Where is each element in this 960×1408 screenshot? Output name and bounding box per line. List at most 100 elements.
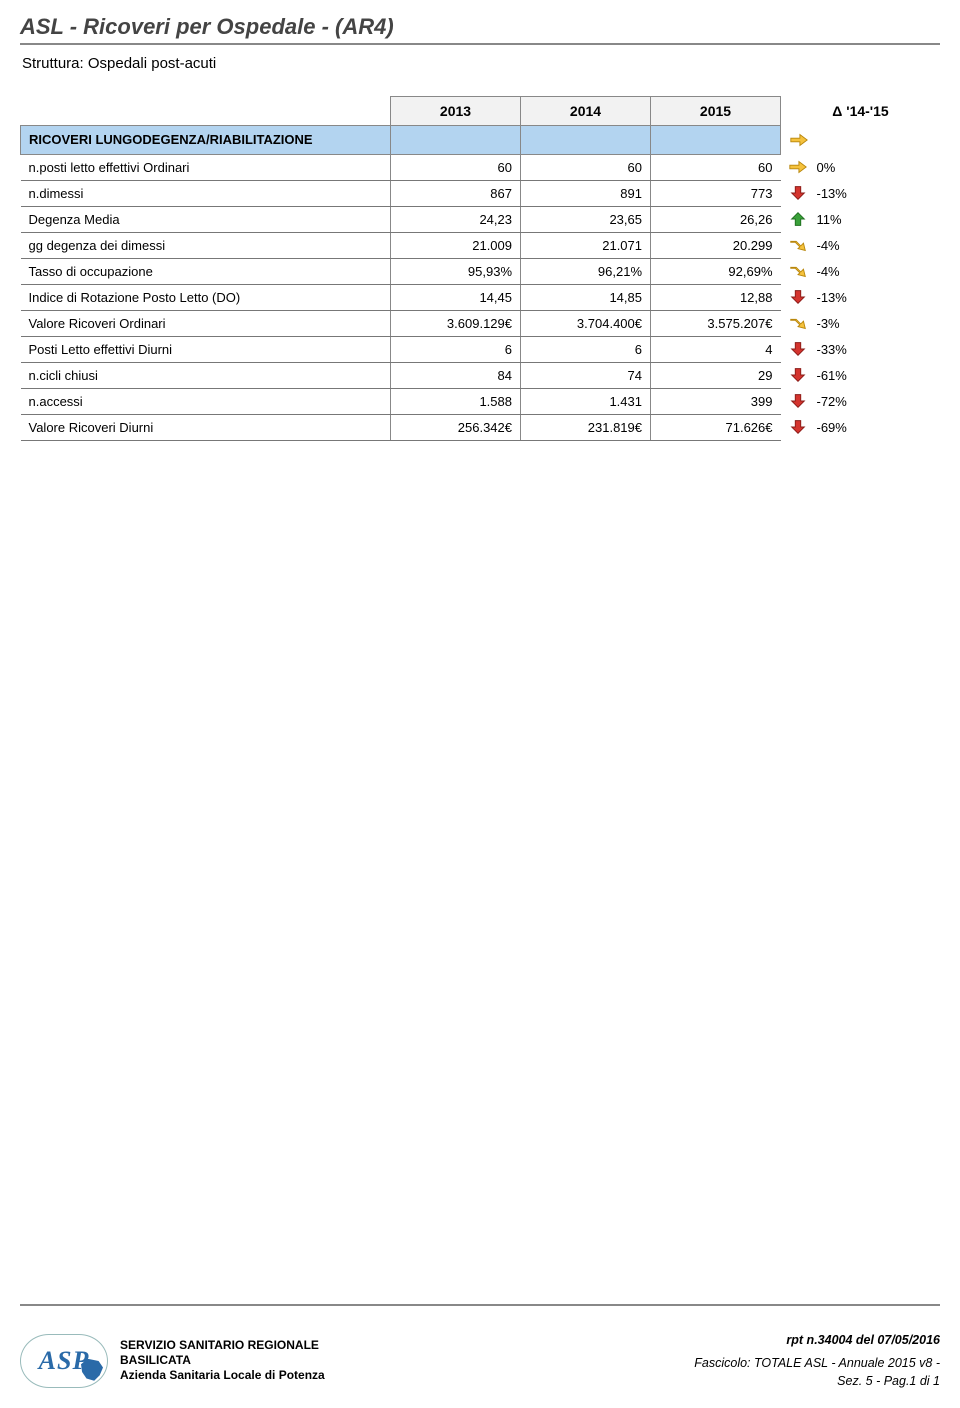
row-value: 14,85 <box>521 284 651 310</box>
row-delta: 0% <box>815 154 941 180</box>
row-value: 26,26 <box>651 206 781 232</box>
row-delta: -72% <box>815 388 941 414</box>
section-blank <box>651 126 781 155</box>
row-value: 29 <box>651 362 781 388</box>
table-row: gg degenza dei dimessi21.00921.07120.299… <box>21 232 941 258</box>
trend-icon <box>781 388 815 414</box>
row-label: n.accessi <box>21 388 391 414</box>
row-value: 96,21% <box>521 258 651 284</box>
row-value: 1.431 <box>521 388 651 414</box>
row-delta: -61% <box>815 362 941 388</box>
trend-icon <box>781 206 815 232</box>
row-value: 95,93% <box>391 258 521 284</box>
row-value: 21.071 <box>521 232 651 258</box>
row-label: Valore Ricoveri Diurni <box>21 414 391 440</box>
org-block: SERVIZIO SANITARIO REGIONALE BASILICATA … <box>120 1338 325 1383</box>
section-label: RICOVERI LUNGODEGENZA/RIABILITAZIONE <box>21 126 391 155</box>
table-row: Valore Ricoveri Ordinari3.609.129€3.704.… <box>21 310 941 336</box>
row-value: 20.299 <box>651 232 781 258</box>
row-value: 867 <box>391 180 521 206</box>
trend-icon <box>781 310 815 336</box>
row-delta: -69% <box>815 414 941 440</box>
row-value: 92,69% <box>651 258 781 284</box>
table-row: n.posti letto effettivi Ordinari6060600% <box>21 154 941 180</box>
row-delta: -33% <box>815 336 941 362</box>
trend-icon <box>781 362 815 388</box>
row-value: 4 <box>651 336 781 362</box>
trend-icon <box>781 414 815 440</box>
report-id: rpt n.34004 del 07/05/2016 <box>694 1332 940 1350</box>
fascicolo-line-2: Sez. 5 - Pag.1 di 1 <box>694 1373 940 1391</box>
row-value: 74 <box>521 362 651 388</box>
row-delta: 11% <box>815 206 941 232</box>
org-line-2: BASILICATA <box>120 1353 325 1368</box>
trend-icon <box>781 232 815 258</box>
trend-icon <box>781 336 815 362</box>
row-delta: -3% <box>815 310 941 336</box>
trend-icon <box>781 258 815 284</box>
row-label: n.posti letto effettivi Ordinari <box>21 154 391 180</box>
trend-icon <box>781 180 815 206</box>
trend-icon <box>781 284 815 310</box>
table-row: Degenza Media24,2323,6526,26 11% <box>21 206 941 232</box>
page-subtitle: Struttura: Ospedali post-acuti <box>20 51 940 96</box>
row-value: 60 <box>391 154 521 180</box>
row-value: 6 <box>391 336 521 362</box>
logo-region-icon <box>81 1359 103 1381</box>
row-label: n.dimessi <box>21 180 391 206</box>
section-blank <box>391 126 521 155</box>
row-value: 60 <box>521 154 651 180</box>
asp-logo: ASP <box>20 1334 108 1388</box>
row-value: 231.819€ <box>521 414 651 440</box>
row-value: 3.609.129€ <box>391 310 521 336</box>
report-table: 2013 2014 2015 Δ '14-'15 RICOVERI LUNGOD… <box>20 96 940 441</box>
section-delta <box>815 126 941 155</box>
row-value: 14,45 <box>391 284 521 310</box>
row-label: Posti Letto effettivi Diurni <box>21 336 391 362</box>
row-label: Valore Ricoveri Ordinari <box>21 310 391 336</box>
table-row: n.dimessi867891773 -13% <box>21 180 941 206</box>
row-value: 60 <box>651 154 781 180</box>
row-value: 84 <box>391 362 521 388</box>
org-line-1: SERVIZIO SANITARIO REGIONALE <box>120 1338 325 1353</box>
row-value: 1.588 <box>391 388 521 414</box>
row-label: Indice di Rotazione Posto Letto (DO) <box>21 284 391 310</box>
trend-icon <box>781 126 815 155</box>
table-row: n.accessi1.5881.431399 -72% <box>21 388 941 414</box>
header-blank <box>21 97 391 126</box>
col-year-2: 2014 <box>521 97 651 126</box>
row-delta: -13% <box>815 284 941 310</box>
row-value: 399 <box>651 388 781 414</box>
col-year-1: 2013 <box>391 97 521 126</box>
trend-icon <box>781 154 815 180</box>
row-delta: -4% <box>815 232 941 258</box>
row-value: 891 <box>521 180 651 206</box>
row-value: 12,88 <box>651 284 781 310</box>
logo-text: ASP <box>39 1346 90 1376</box>
row-label: Degenza Media <box>21 206 391 232</box>
col-delta: Δ '14-'15 <box>781 97 941 126</box>
row-label: Tasso di occupazione <box>21 258 391 284</box>
row-value: 3.704.400€ <box>521 310 651 336</box>
row-value: 24,23 <box>391 206 521 232</box>
row-value: 773 <box>651 180 781 206</box>
table-row: Indice di Rotazione Posto Letto (DO)14,4… <box>21 284 941 310</box>
col-year-3: 2015 <box>651 97 781 126</box>
section-blank <box>521 126 651 155</box>
row-value: 71.626€ <box>651 414 781 440</box>
row-delta: -13% <box>815 180 941 206</box>
row-value: 21.009 <box>391 232 521 258</box>
org-line-3: Azienda Sanitaria Locale di Potenza <box>120 1368 325 1383</box>
table-row: n.cicli chiusi847429 -61% <box>21 362 941 388</box>
row-label: gg degenza dei dimessi <box>21 232 391 258</box>
row-value: 6 <box>521 336 651 362</box>
row-value: 256.342€ <box>391 414 521 440</box>
table-row: Posti Letto effettivi Diurni664-33% <box>21 336 941 362</box>
row-label: n.cicli chiusi <box>21 362 391 388</box>
row-value: 3.575.207€ <box>651 310 781 336</box>
row-delta: -4% <box>815 258 941 284</box>
fascicolo-line-1: Fascicolo: TOTALE ASL - Annuale 2015 v8 … <box>694 1355 940 1373</box>
page-title: ASL - Ricoveri per Ospedale - (AR4) <box>20 14 940 40</box>
table-row: Valore Ricoveri Diurni256.342€231.819€71… <box>21 414 941 440</box>
row-value: 23,65 <box>521 206 651 232</box>
